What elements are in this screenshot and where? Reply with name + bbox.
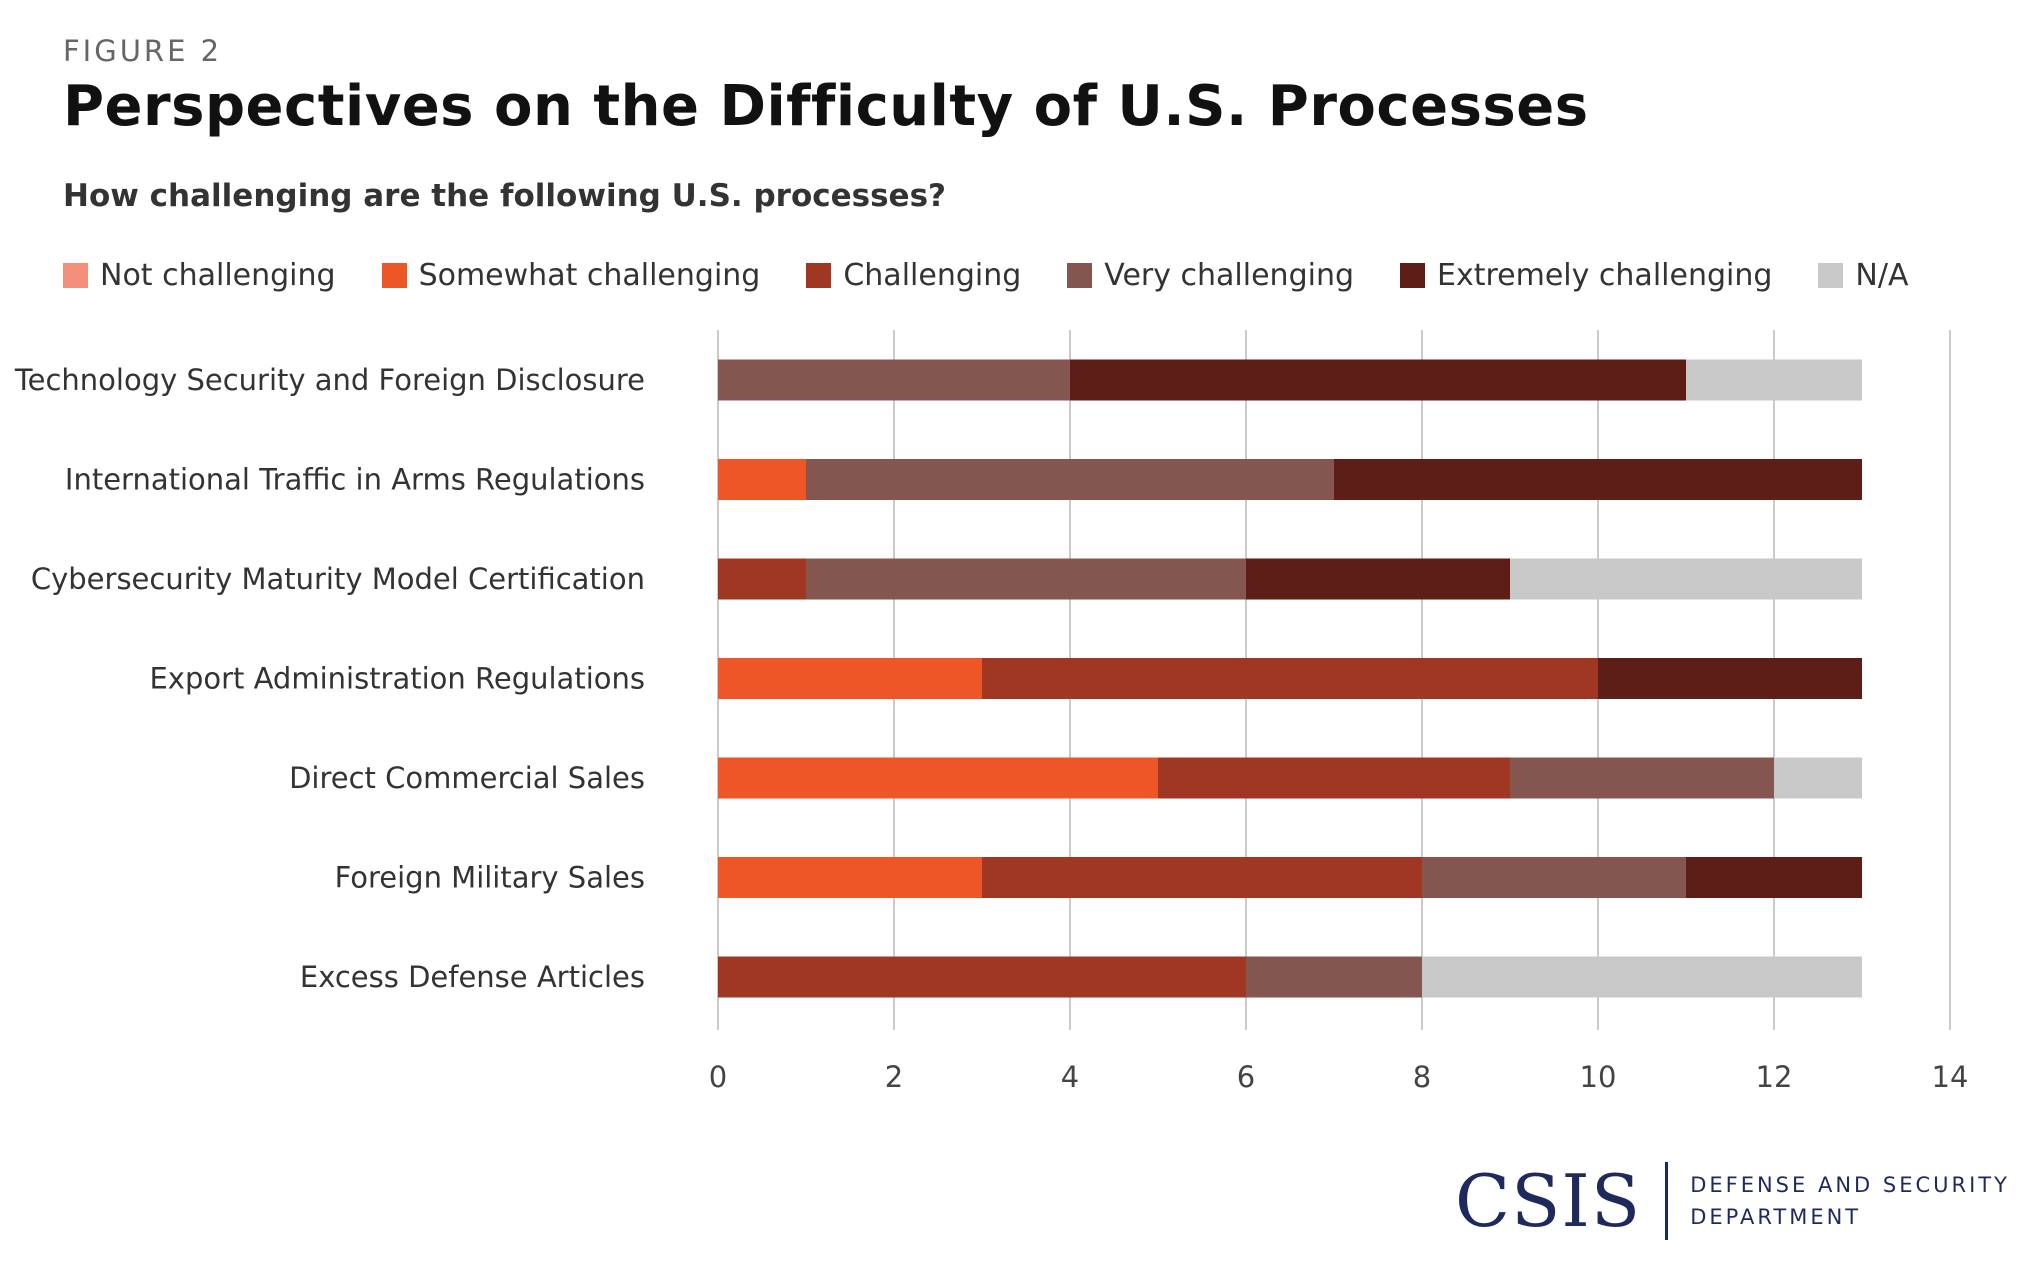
stacked-bar-chart: 0 2 4 6 8 10 12 14 Technology Security and Forei…: [14, 330, 1969, 1094]
bar-segment: [1510, 558, 1862, 600]
category-label: Excess Defense Articles: [300, 960, 645, 994]
category-label: Cybersecurity Maturity Model Certificati…: [31, 562, 645, 596]
bar-segment: [1422, 956, 1862, 998]
bar-segment: [1686, 857, 1862, 898]
bar-segment: [1422, 857, 1686, 898]
legend-item-challenging: Challenging: [806, 258, 1021, 293]
bar-segment: [806, 558, 1246, 600]
x-tick-label: 0: [709, 1060, 727, 1094]
bar-segment: [718, 359, 1070, 401]
legend-item-na: N/A: [1818, 258, 1908, 293]
bar-segment: [718, 658, 982, 699]
bar-segment: [1246, 558, 1510, 600]
csis-wordmark: CSIS: [1455, 1159, 1642, 1243]
legend-swatch: [63, 263, 88, 288]
logo-divider: [1665, 1162, 1669, 1240]
bar-segment: [982, 857, 1422, 898]
legend-item-extremely-challenging: Extremely challenging: [1400, 258, 1772, 293]
bar-segment: [1598, 658, 1862, 699]
bar-segment: [1686, 359, 1862, 401]
legend-swatch: [381, 263, 407, 288]
category-label: Foreign Military Sales: [335, 861, 645, 895]
chart-title: Perspectives on the Difficulty of U.S. P…: [63, 74, 1589, 139]
csis-logo: CSIS DEFENSE AND SECURITY DEPARTMENT: [1455, 1162, 2010, 1240]
bar-segment: [718, 757, 1158, 799]
category-label: Direct Commercial Sales: [289, 761, 645, 795]
bar-segment: [718, 459, 806, 500]
legend-swatch: [1400, 263, 1426, 288]
bar-segment: [1510, 757, 1774, 799]
bar-segment: [1158, 757, 1510, 799]
x-tick-label: 8: [1413, 1060, 1431, 1094]
x-tick-label: 14: [1932, 1060, 1969, 1094]
legend-label: Very challenging: [1104, 258, 1355, 293]
chart-subtitle: How challenging are the following U.S. p…: [63, 178, 947, 214]
legend-label: Not challenging: [100, 258, 336, 293]
legend-item-very-challenging: Very challenging: [1067, 258, 1354, 293]
bar-segment: [718, 857, 982, 898]
legend-swatch: [1818, 263, 1844, 288]
category-label: International Traffic in Arms Regulation…: [65, 463, 645, 497]
legend-item-somewhat-challenging: Somewhat challenging: [381, 258, 761, 293]
bar-segment: [806, 459, 1334, 500]
legend-label: Extremely challenging: [1437, 258, 1773, 293]
legend-label: Somewhat challenging: [418, 258, 761, 293]
category-label: Export Administration Regulations: [149, 662, 645, 696]
category-label: Technology Security and Foreign Disclosu…: [14, 363, 645, 397]
legend-item-not-challenging: Not challenging: [63, 258, 336, 293]
bar-segment: [1070, 359, 1686, 401]
department-name: DEFENSE AND SECURITY DEPARTMENT: [1690, 1169, 2010, 1233]
legend-swatch: [1067, 263, 1093, 288]
bar-segment: [718, 558, 806, 600]
x-tick-label: 12: [1756, 1060, 1793, 1094]
figure-label: FIGURE 2: [63, 34, 223, 68]
legend-label: Challenging: [843, 258, 1022, 293]
department-line-2: DEPARTMENT: [1690, 1205, 1862, 1229]
legend-swatch: [806, 263, 832, 288]
legend: Not challenging Somewhat challenging Cha…: [63, 258, 1954, 293]
x-tick-label: 6: [1237, 1060, 1255, 1094]
bar-segment: [718, 956, 1246, 998]
x-tick-label: 4: [1061, 1060, 1079, 1094]
bar-segment: [982, 658, 1598, 699]
legend-label: N/A: [1855, 258, 1909, 293]
x-tick-label: 10: [1580, 1060, 1617, 1094]
x-tick-label: 2: [885, 1060, 903, 1094]
bar-segment: [1246, 956, 1422, 998]
bar-segment: [1334, 459, 1862, 500]
department-line-1: DEFENSE AND SECURITY: [1690, 1173, 2010, 1197]
bar-segment: [1774, 757, 1862, 799]
